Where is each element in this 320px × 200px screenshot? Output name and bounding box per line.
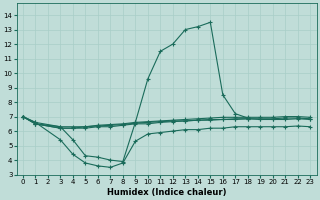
X-axis label: Humidex (Indice chaleur): Humidex (Indice chaleur) [107, 188, 226, 197]
